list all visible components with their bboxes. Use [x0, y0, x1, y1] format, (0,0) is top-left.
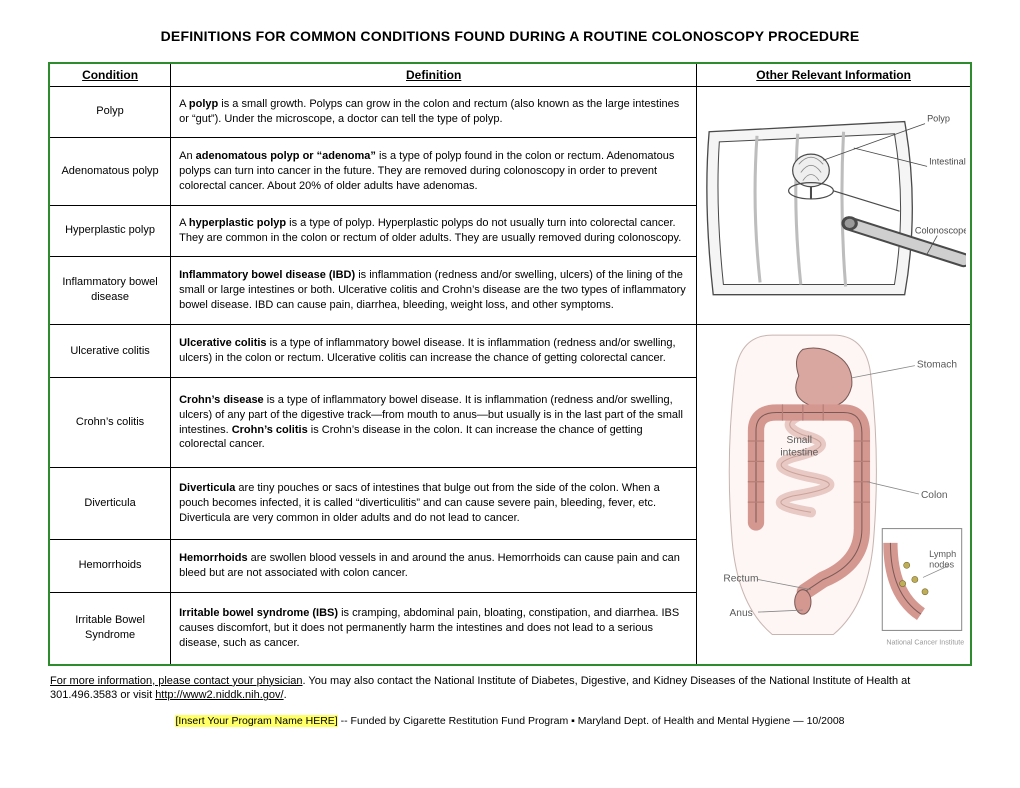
- cond-cell: Irritable Bowel Syndrome: [49, 592, 171, 664]
- figure-gi-anatomy: Stomach Small intestine Colon Rectum Anu…: [697, 324, 971, 664]
- program-placeholder: [Insert Your Program Name HERE]: [175, 715, 337, 727]
- footer-link[interactable]: http://www2.niddk.nih.gov/: [155, 689, 283, 701]
- label-folds: Intestinal folds: [929, 156, 966, 166]
- def-cell: A polyp is a small growth. Polyps can gr…: [171, 87, 697, 138]
- page-title: DEFINITIONS FOR COMMON CONDITIONS FOUND …: [48, 28, 972, 44]
- footer-program: [Insert Your Program Name HERE] -- Funde…: [48, 715, 972, 727]
- table-header-row: Condition Definition Other Relevant Info…: [49, 63, 971, 87]
- label-colon: Colon: [921, 490, 948, 501]
- col-header-condition: Condition: [49, 63, 171, 87]
- table-row: Ulcerative colitis Ulcerative colitis is…: [49, 324, 971, 377]
- gi-anatomy-svg: Stomach Small intestine Colon Rectum Anu…: [701, 329, 966, 655]
- label-polyp: Polyp: [927, 114, 950, 124]
- cond-cell: Hemorrhoids: [49, 539, 171, 592]
- footer-lead: For more information, please contact you…: [50, 675, 303, 687]
- cond-cell: Polyp: [49, 87, 171, 138]
- label-scope: Colonoscope: [915, 226, 966, 236]
- def-cell: Ulcerative colitis is a type of inflamma…: [171, 324, 697, 377]
- label-anus: Anus: [730, 608, 753, 619]
- def-cell: Irritable bowel syndrome (IBS) is crampi…: [171, 592, 697, 664]
- cond-cell: Crohn’s colitis: [49, 378, 171, 468]
- def-cell: Inflammatory bowel disease (IBD) is infl…: [171, 256, 697, 324]
- table-row: Polyp A polyp is a small growth. Polyps …: [49, 87, 971, 138]
- figure-polyp-colonoscope: Polyp Intestinal folds Colonoscope: [697, 87, 971, 325]
- cond-cell: Hyperplastic polyp: [49, 205, 171, 256]
- cond-cell: Adenomatous polyp: [49, 137, 171, 205]
- footer-funding: -- Funded by Cigarette Restitution Fund …: [338, 715, 845, 727]
- label-lymph: Lymph: [929, 549, 956, 559]
- cond-cell: Diverticula: [49, 468, 171, 540]
- label-rectum: Rectum: [724, 573, 759, 584]
- cond-cell: Inflammatory bowel disease: [49, 256, 171, 324]
- label-stomach: Stomach: [917, 360, 957, 371]
- polyp-diagram-svg: Polyp Intestinal folds Colonoscope: [701, 91, 966, 315]
- footer-contact: For more information, please contact you…: [50, 674, 970, 704]
- def-cell: A hyperplastic polyp is a type of polyp.…: [171, 205, 697, 256]
- def-cell: Diverticula are tiny pouches or sacs of …: [171, 468, 697, 540]
- def-cell: Hemorrhoids are swollen blood vessels in…: [171, 539, 697, 592]
- def-cell: Crohn’s disease is a type of inflammator…: [171, 378, 697, 468]
- svg-text:intestine: intestine: [781, 447, 819, 458]
- label-credit: National Cancer Institute: [887, 639, 965, 647]
- label-small: Small: [787, 435, 812, 446]
- def-cell: An adenomatous polyp or “adenoma” is a t…: [171, 137, 697, 205]
- col-header-other: Other Relevant Information: [697, 63, 971, 87]
- cond-cell: Ulcerative colitis: [49, 324, 171, 377]
- svg-text:nodes: nodes: [929, 559, 954, 569]
- definitions-table: Condition Definition Other Relevant Info…: [48, 62, 972, 666]
- col-header-definition: Definition: [171, 63, 697, 87]
